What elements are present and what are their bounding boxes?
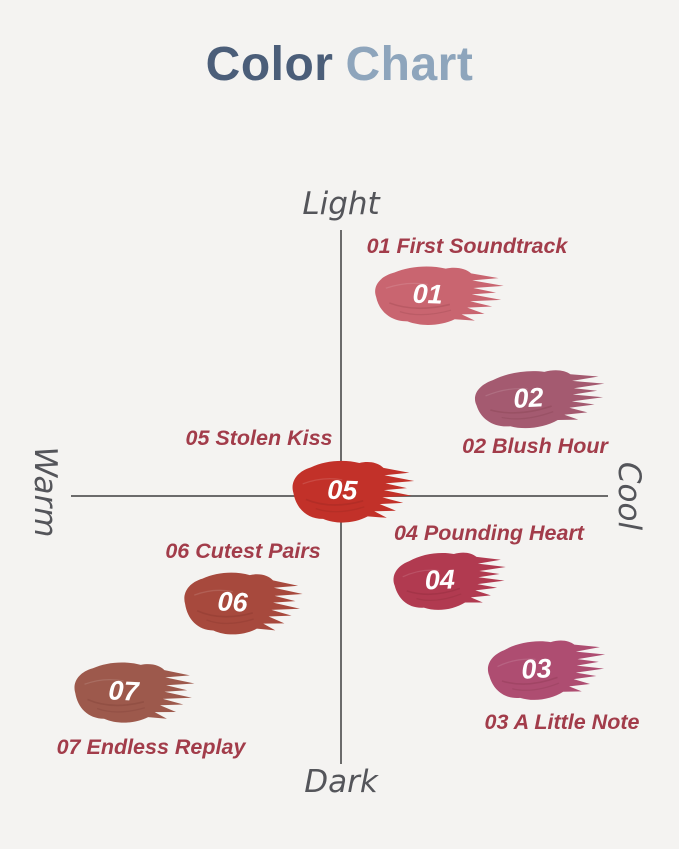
shade-label-06: 06 Cutest Pairs [165,539,321,563]
shade-label-01: 01 First Soundtrack [366,234,568,258]
shade-label-07: 07 Endless Replay [56,735,246,759]
shade-label-03: 03 A Little Note [484,710,640,734]
swatch-07-endless-replay: 07 [62,654,204,733]
swatch-number-06: 06 [216,586,249,618]
shade-label-02: 02 Blush Hour [462,434,608,458]
title-word-chart: Chart [345,38,474,91]
title-word-color: Color [205,38,334,91]
shade-label-04: 04 Pounding Heart [394,521,584,545]
swatch-number-07: 07 [107,675,140,707]
axis-label-dark: Dark [304,764,378,800]
swatch-number-04: 04 [424,564,456,596]
swatch-number-01: 01 [412,278,444,310]
swatch-number-02: 02 [512,382,545,414]
swatch-06-cutest-pairs: 06 [172,564,312,645]
shade-label-05: 05 Stolen Kiss [185,426,333,450]
swatch-number-03: 03 [520,653,553,685]
page-title: Color Chart [0,41,679,89]
swatch-01-first-soundtrack: 01 [363,259,513,334]
axis-label-cool: Cool [611,461,647,531]
axis-label-light: Light [302,186,380,222]
swatch-03-a-little-note: 03 [476,632,615,709]
swatch-04-pounding-heart: 04 [383,546,515,618]
swatch-02-blush-hour: 02 [462,362,615,438]
swatch-number-05: 05 [326,474,358,506]
axis-label-warm: Warm [27,446,63,538]
